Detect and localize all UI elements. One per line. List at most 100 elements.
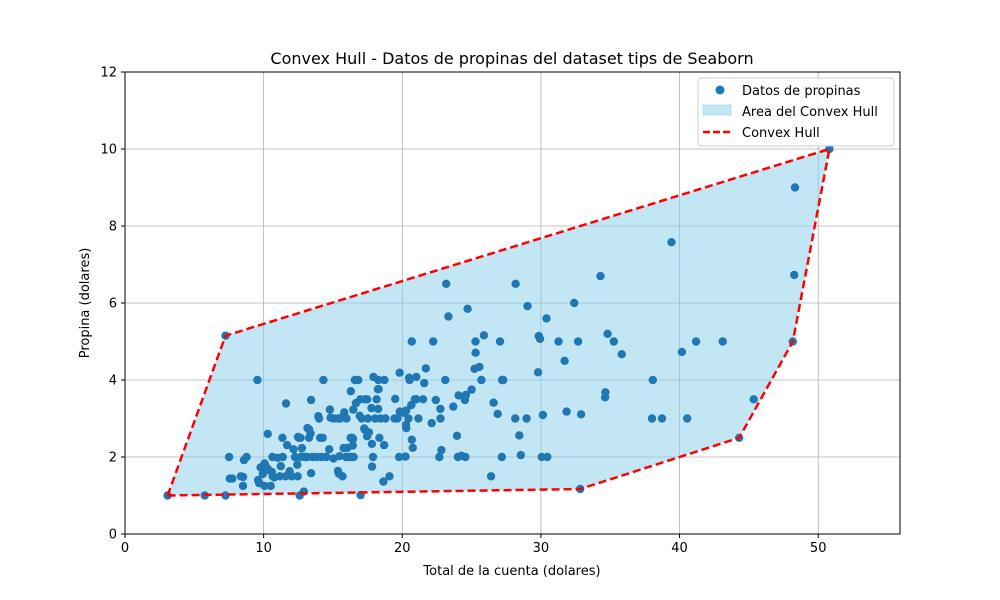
data-point (319, 375, 328, 385)
data-point (375, 433, 384, 442)
x-tick-label: 0 (121, 541, 129, 556)
data-point (297, 443, 307, 453)
data-point (367, 462, 377, 471)
data-point (790, 183, 800, 192)
data-point (363, 395, 372, 404)
data-point (401, 452, 410, 461)
data-point (461, 390, 471, 400)
legend-frame (697, 77, 895, 147)
data-point (420, 378, 429, 388)
legend-label-points: Datos de propinas (742, 84, 861, 99)
data-point (418, 395, 428, 404)
data-point (349, 452, 358, 462)
data-point (266, 481, 275, 491)
y-tick-label: 6 (109, 297, 117, 312)
data-point (293, 460, 302, 469)
data-point (609, 337, 618, 346)
data-point (278, 433, 287, 442)
data-point (379, 440, 389, 450)
data-point (306, 395, 316, 405)
data-point (348, 434, 358, 444)
data-point (263, 429, 272, 439)
data-point (275, 472, 285, 481)
x-tick-label: 40 (671, 541, 688, 556)
data-point (436, 414, 445, 423)
data-point (479, 331, 489, 340)
data-point (357, 414, 366, 423)
x-tick-label: 50 (810, 541, 827, 556)
plot-area: 0 10 20 30 40 50 0 2 4 6 8 10 12 (100, 66, 901, 556)
legend-label-hull-area: Area del Convex Hull (742, 105, 878, 120)
data-point (542, 314, 551, 323)
data-point (691, 337, 701, 346)
data-point (412, 372, 421, 382)
data-point (349, 405, 358, 414)
data-point (573, 337, 583, 346)
data-point (437, 445, 446, 455)
data-point (471, 348, 480, 357)
data-point (560, 356, 569, 365)
y-tick-label: 12 (100, 66, 117, 81)
x-tick-label: 10 (255, 541, 272, 556)
data-point (471, 337, 480, 346)
data-point (576, 410, 586, 419)
data-point (486, 472, 496, 481)
data-point (718, 337, 727, 346)
chart-title: Convex Hull - Datos de propinas del data… (270, 49, 753, 68)
data-point (489, 398, 498, 407)
data-point (427, 418, 436, 428)
data-point (825, 144, 834, 154)
data-point (405, 375, 414, 385)
data-point (617, 350, 626, 359)
x-tick-label: 20 (394, 541, 411, 556)
data-point (408, 443, 417, 452)
data-point (363, 414, 372, 423)
data-point (677, 347, 687, 357)
data-point (402, 406, 411, 415)
data-point (452, 431, 462, 440)
data-point (603, 329, 612, 338)
data-point (374, 375, 383, 385)
data-point (533, 368, 543, 377)
data-point (228, 474, 237, 483)
data-point (467, 385, 476, 394)
y-tick-label: 10 (100, 143, 117, 158)
legend: Datos de propinas Area del Convex Hull C… (697, 77, 895, 147)
data-point (499, 375, 508, 385)
data-point (516, 450, 525, 460)
data-point (364, 428, 374, 437)
data-point (493, 409, 502, 419)
data-point (325, 445, 334, 454)
x-axis-label: Total de la cuenta (dolares) (422, 564, 600, 579)
data-point (282, 440, 292, 450)
data-point (322, 452, 331, 462)
data-point (281, 399, 291, 408)
y-axis-label: Propina (dolares) (78, 248, 93, 359)
data-point (380, 375, 389, 385)
data-point (374, 385, 383, 394)
data-point (441, 375, 450, 385)
data-point (395, 368, 404, 377)
data-point (749, 395, 758, 404)
x-tick-label: 30 (533, 541, 550, 556)
data-point (522, 414, 531, 423)
data-point (367, 439, 377, 449)
data-point (647, 414, 657, 423)
y-tick-label: 2 (109, 451, 117, 466)
data-point (412, 395, 421, 404)
data-point (293, 472, 302, 481)
data-point (391, 394, 400, 404)
legend-label-hull: Convex Hull (742, 126, 820, 141)
data-point (596, 271, 605, 281)
data-point (372, 395, 381, 404)
data-point (454, 391, 463, 400)
data-point (314, 414, 324, 423)
data-point (683, 414, 692, 423)
data-point (325, 405, 335, 414)
data-point (276, 462, 285, 471)
data-point (463, 304, 472, 313)
y-tick-label: 0 (109, 528, 117, 543)
data-point (379, 477, 388, 486)
data-point (290, 452, 300, 462)
data-point (442, 279, 451, 288)
